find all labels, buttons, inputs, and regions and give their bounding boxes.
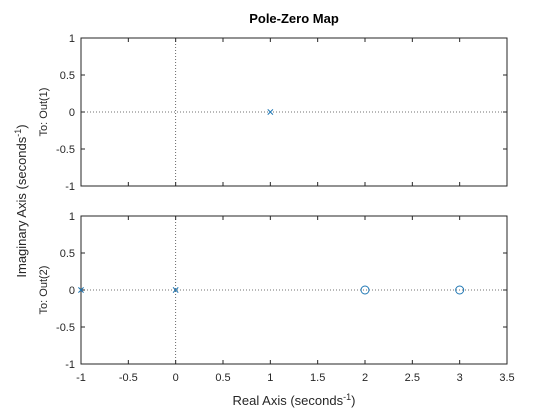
- y-axis-label: Imaginary Axis (seconds-1): [13, 124, 29, 277]
- zero-marker: [455, 285, 465, 295]
- x-axis-label-superscript: -1: [343, 392, 351, 402]
- pole-marker: [267, 109, 274, 115]
- y-axis-label-superscript: -1: [13, 129, 23, 137]
- row-label: To: Out(1): [38, 88, 50, 137]
- y-tick-label: 0.5: [60, 248, 75, 260]
- y-tick-label: -0.5: [56, 322, 75, 334]
- chart-title: Pole-Zero Map: [249, 11, 339, 26]
- x-tick-label: -0.5: [119, 372, 138, 384]
- y-tick-label: -1: [65, 359, 75, 371]
- y-tick-label: -0.5: [56, 144, 75, 156]
- pole-marker: [78, 287, 84, 293]
- plot-area: -1 -0.5 0 0.5 1 To: Out(1) -1 -0.5 0 0.5 1 -1 -0.5 0 0…: [38, 33, 515, 384]
- x-tick-label: 0: [173, 372, 179, 384]
- x-axis-label-text: Real Axis (seconds: [233, 393, 344, 408]
- x-axis-label-close: ): [351, 393, 355, 408]
- x-tick-label: 3.5: [499, 372, 514, 384]
- subplot-1: -1 -0.5 0 0.5 1 To: Out(1): [38, 33, 508, 193]
- y-tick-label: 0: [69, 285, 75, 297]
- y-axis-label-text: Imaginary Axis (seconds: [14, 136, 29, 277]
- row-label: To: Out(2): [38, 266, 50, 315]
- subplot-2: -1 -0.5 0 0.5 1 -1 -0.5 0 0.5 1 1.5 2 2.5 3 3.5 To: Out…: [38, 211, 515, 384]
- x-tick-label: 2: [362, 372, 368, 384]
- x-tick-label: 3: [457, 372, 463, 384]
- x-tick-label: 1.5: [310, 372, 325, 384]
- y-tick-label: 0.5: [60, 70, 75, 82]
- y-tick-label: 1: [69, 33, 75, 45]
- x-axis-label: Real Axis (seconds-1): [233, 392, 356, 408]
- x-tick-label: 2.5: [405, 372, 420, 384]
- y-axis-label-close: ): [14, 124, 29, 128]
- pole-marker: [172, 287, 179, 293]
- zero-marker: [360, 285, 370, 295]
- y-tick-label: 1: [69, 211, 75, 223]
- y-tick-label: -1: [65, 181, 75, 193]
- x-tick-label: 0.5: [215, 372, 230, 384]
- x-tick-label: 1: [267, 372, 273, 384]
- y-tick-label: 0: [69, 107, 75, 119]
- x-tick-label: -1: [76, 372, 86, 384]
